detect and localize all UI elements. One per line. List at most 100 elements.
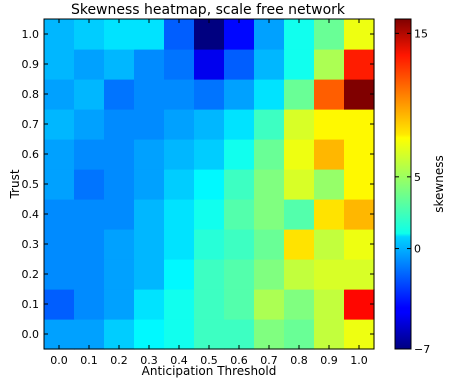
heatmap-cell <box>194 109 225 140</box>
heatmap-cell <box>44 79 75 110</box>
heatmap-cell <box>284 289 315 320</box>
heatmap-cell <box>224 139 255 170</box>
heatmap-cell <box>314 109 345 140</box>
heatmap-cell <box>104 199 135 230</box>
heatmap-cell <box>134 109 165 140</box>
heatmap-cell <box>284 199 315 230</box>
heatmap-cell <box>74 139 105 170</box>
heatmap-cell <box>164 319 195 350</box>
heatmap-cell <box>314 19 345 50</box>
heatmap-cell <box>194 49 225 80</box>
heatmap-cell <box>164 49 195 80</box>
colorbar-label: skewness <box>432 155 446 212</box>
heatmap-cell <box>254 319 285 350</box>
heatmap-cell <box>254 289 285 320</box>
x-tick-label: 0.1 <box>80 354 98 367</box>
heatmap-cell <box>104 139 135 170</box>
heatmap-cell <box>44 109 75 140</box>
heatmap-cell <box>44 199 75 230</box>
heatmap-cell <box>164 169 195 200</box>
heatmap-cell <box>104 319 135 350</box>
heatmap-cell <box>194 79 225 110</box>
heatmap-cell <box>314 259 345 290</box>
x-tick-label: 0.5 <box>200 354 218 367</box>
heatmap-cell <box>344 289 375 320</box>
x-tick-label: 0.7 <box>260 354 278 367</box>
heatmap-cell <box>44 229 75 260</box>
y-axis-label: Trust <box>8 169 22 199</box>
heatmap-cell <box>344 319 375 350</box>
heatmap-cell <box>314 79 345 110</box>
heatmap-cell <box>224 319 255 350</box>
heatmap-cell <box>254 139 285 170</box>
heatmap-cell <box>194 139 225 170</box>
heatmap-cell <box>224 199 255 230</box>
heatmap-cell <box>284 169 315 200</box>
heatmap-cell <box>344 79 375 110</box>
heatmap-cell <box>224 49 255 80</box>
heatmap-cell <box>134 229 165 260</box>
y-tick-label: 0.0 <box>22 328 40 341</box>
heatmap-cell <box>74 49 105 80</box>
heatmap-cell <box>344 259 375 290</box>
heatmap-cell <box>164 229 195 260</box>
heatmap-cell <box>74 109 105 140</box>
y-tick-label: 0.1 <box>22 298 40 311</box>
y-tick-label: 0.5 <box>22 178 40 191</box>
heatmap-cell <box>104 19 135 50</box>
x-tick-label: 0.3 <box>140 354 158 367</box>
heatmap-cell <box>134 289 165 320</box>
y-tick-label: 0.2 <box>22 268 40 281</box>
heatmap-cell <box>254 199 285 230</box>
heatmap-cell <box>134 199 165 230</box>
heatmap-cell <box>104 79 135 110</box>
x-tick-label: 0.8 <box>290 354 308 367</box>
heatmap-cell <box>164 139 195 170</box>
x-tick-label: 0.4 <box>170 354 188 367</box>
colorbar-ticks: 15 5 0 −7 <box>395 27 430 356</box>
heatmap-cell <box>104 169 135 200</box>
heatmap-cell <box>224 259 255 290</box>
heatmap-cell <box>104 49 135 80</box>
heatmap-cell <box>284 259 315 290</box>
heatmap-cell <box>254 169 285 200</box>
heatmap-cell <box>194 259 225 290</box>
heatmap-cell <box>224 79 255 110</box>
heatmap-cell <box>74 229 105 260</box>
heatmap-cell <box>284 139 315 170</box>
y-tick-label: 0.6 <box>22 148 40 161</box>
x-axis-label: Anticipation Threshold <box>142 364 277 378</box>
heatmap-cell <box>194 19 225 50</box>
heatmap-cell <box>74 79 105 110</box>
heatmap-cell <box>194 319 225 350</box>
heatmap-cell <box>254 79 285 110</box>
y-tick-label: 0.8 <box>22 88 40 101</box>
x-tick-label: 0.2 <box>110 354 128 367</box>
heatmap-cell <box>194 229 225 260</box>
heatmap-cell <box>314 139 345 170</box>
heatmap-cell <box>284 19 315 50</box>
heatmap-cell <box>104 259 135 290</box>
heatmap-cell <box>44 319 75 350</box>
y-tick-label: 0.9 <box>22 58 40 71</box>
heatmap-cell <box>74 259 105 290</box>
heatmap-cell <box>284 109 315 140</box>
heatmap-cell <box>344 49 375 80</box>
heatmap-cell <box>74 19 105 50</box>
heatmap-cell <box>164 19 195 50</box>
colorbar-tick-label: 5 <box>414 171 421 184</box>
heatmap-cell <box>284 79 315 110</box>
y-tick-label: 0.4 <box>22 208 40 221</box>
heatmap-cell <box>344 229 375 260</box>
colorbar-tick-label: −7 <box>414 343 430 356</box>
colorbar <box>394 18 412 350</box>
heatmap-cell <box>74 319 105 350</box>
heatmap-cell <box>314 289 345 320</box>
heatmap-cell <box>224 109 255 140</box>
chart-title: Skewness heatmap, scale free network <box>71 2 346 18</box>
heatmap-cell <box>44 19 75 50</box>
y-axis-ticks: 0.0 0.1 0.2 0.3 0.4 0.5 0.6 0.7 0.8 0.9 1.0 <box>22 28 374 341</box>
heatmap-cell <box>254 259 285 290</box>
heatmap-cell <box>314 229 345 260</box>
heatmap-cell <box>164 259 195 290</box>
